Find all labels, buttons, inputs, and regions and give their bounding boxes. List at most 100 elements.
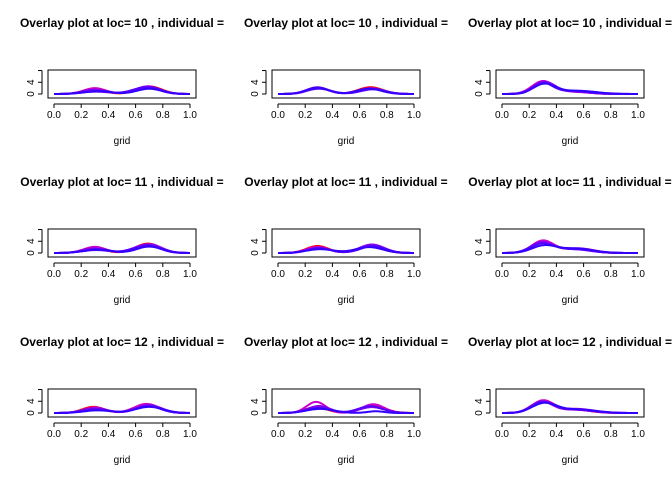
x-tick-label: 0.6 <box>577 269 591 280</box>
x-tick-label: 0.4 <box>549 110 563 121</box>
x-tick-label: 1.0 <box>631 429 645 440</box>
chart-title: Overlay plot at loc= 12 , individual = <box>468 335 672 349</box>
x-tick-label: 0.2 <box>74 110 88 121</box>
x-tick-label: 0.8 <box>156 269 170 280</box>
x-tick-label: 0.2 <box>298 429 312 440</box>
chart-title: Overlay plot at loc= 11 , individual = <box>20 175 223 189</box>
series-line-5 <box>278 86 414 95</box>
x-tick-label: 0.4 <box>549 429 563 440</box>
chart-title: Overlay plot at loc= 10 , individual = <box>20 16 224 30</box>
x-tick-label: 0.2 <box>522 110 536 121</box>
x-tick-label: 0.4 <box>325 110 339 121</box>
x-tick-label: 0.0 <box>47 429 61 440</box>
x-tick-label: 0.6 <box>129 429 143 440</box>
x-tick-label: 0.8 <box>604 269 618 280</box>
x-tick-label: 0.2 <box>298 269 312 280</box>
series-line-5 <box>54 87 191 95</box>
x-tick-label: 1.0 <box>631 269 645 280</box>
x-tick-label: 0.0 <box>47 269 61 280</box>
x-tick-label: 0.8 <box>604 429 618 440</box>
x-tick-label: 0.6 <box>577 429 591 440</box>
chart-panel-7: Overlay plot at loc= 12 , individual = 0.… <box>20 335 224 466</box>
x-axis-label: grid <box>562 455 579 466</box>
y-tick-label: 4 <box>474 79 485 85</box>
plot-frame <box>47 228 197 258</box>
series-line-5 <box>277 407 414 414</box>
x-tick-label: 0.6 <box>129 110 143 121</box>
x-tick-label: 0.2 <box>298 110 312 121</box>
x-axis-label: grid <box>338 295 355 306</box>
chart-panel-2: Overlay plot at loc= 10 , individual = 0.… <box>244 16 448 147</box>
y-tick-label: 0 <box>250 91 261 97</box>
x-tick-label: 0.8 <box>380 269 394 280</box>
y-tick-label: 4 <box>250 238 261 244</box>
plot-frame <box>271 228 421 258</box>
x-tick-label: 0.6 <box>353 269 367 280</box>
series-line-5 <box>277 246 415 254</box>
chart-title: Overlay plot at loc= 11 , individual = <box>244 175 447 189</box>
x-axis-label: grid <box>114 295 131 306</box>
plot-frame <box>47 388 197 418</box>
x-axis-label: grid <box>562 136 579 147</box>
chart-panel-9: Overlay plot at loc= 12 , individual = 0.… <box>468 335 672 466</box>
y-tick-label: 4 <box>26 79 37 85</box>
x-tick-label: 0.4 <box>549 269 563 280</box>
chart-title: Overlay plot at loc= 12 , individual = <box>244 335 448 349</box>
y-tick-label: 4 <box>250 79 261 85</box>
plot-frame <box>495 69 645 99</box>
x-tick-label: 0.0 <box>271 110 285 121</box>
y-tick-label: 0 <box>250 250 261 256</box>
plot-frame <box>495 388 645 418</box>
x-tick-label: 0.8 <box>380 429 394 440</box>
x-axis-label: grid <box>114 455 131 466</box>
plot-frame <box>47 69 197 99</box>
x-tick-label: 0.4 <box>101 110 115 121</box>
chart-panel-3: Overlay plot at loc= 10 , individual = 0.… <box>468 16 672 147</box>
x-tick-label: 0.2 <box>522 429 536 440</box>
x-tick-label: 0.0 <box>495 429 509 440</box>
x-tick-label: 1.0 <box>631 110 645 121</box>
y-tick-label: 4 <box>250 398 261 404</box>
chart-title: Overlay plot at loc= 12 , individual = <box>20 335 224 349</box>
chart-title: Overlay plot at loc= 10 , individual = <box>468 16 672 30</box>
y-tick-label: 0 <box>26 250 37 256</box>
plot-frame <box>495 228 645 258</box>
x-tick-label: 1.0 <box>407 429 421 440</box>
series-line-5 <box>502 82 638 95</box>
x-axis-label: grid <box>114 136 131 147</box>
x-tick-label: 0.8 <box>380 110 394 121</box>
y-tick-label: 0 <box>26 410 37 416</box>
x-tick-label: 0.0 <box>495 110 509 121</box>
chart-panel-1: Overlay plot at loc= 10 , individual = 0.… <box>20 16 224 147</box>
x-axis-label: grid <box>338 136 355 147</box>
chart-panel-4: Overlay plot at loc= 11 , individual = 0.… <box>20 175 223 306</box>
chart-panel-6: Overlay plot at loc= 11 , individual = 0.… <box>468 175 671 306</box>
series-line-5 <box>501 401 638 414</box>
y-tick-label: 0 <box>250 410 261 416</box>
x-tick-label: 0.4 <box>101 269 115 280</box>
chart-title: Overlay plot at loc= 11 , individual = <box>468 175 671 189</box>
x-tick-label: 0.6 <box>577 110 591 121</box>
x-tick-label: 0.8 <box>604 110 618 121</box>
y-tick-label: 4 <box>26 238 37 244</box>
x-tick-label: 0.4 <box>325 429 339 440</box>
x-axis-label: grid <box>562 295 579 306</box>
y-tick-label: 0 <box>26 91 37 97</box>
y-tick-label: 4 <box>474 398 485 404</box>
y-tick-label: 4 <box>26 398 37 404</box>
series-line-5 <box>54 405 191 414</box>
x-tick-label: 0.2 <box>74 429 88 440</box>
x-tick-label: 0.4 <box>101 429 115 440</box>
x-tick-label: 0.8 <box>156 110 170 121</box>
x-tick-label: 0.6 <box>353 429 367 440</box>
x-tick-label: 0.2 <box>522 269 536 280</box>
x-axis-label: grid <box>338 455 355 466</box>
x-tick-label: 1.0 <box>407 269 421 280</box>
y-tick-label: 0 <box>474 250 485 256</box>
x-tick-label: 1.0 <box>183 269 197 280</box>
x-tick-label: 0.6 <box>129 269 143 280</box>
x-tick-label: 0.0 <box>495 269 509 280</box>
x-tick-label: 0.0 <box>47 110 61 121</box>
x-tick-label: 1.0 <box>407 110 421 121</box>
